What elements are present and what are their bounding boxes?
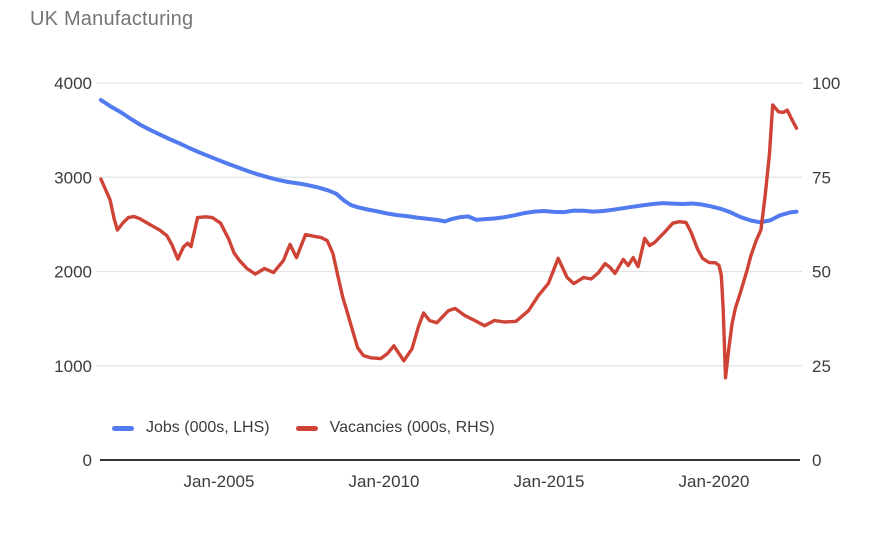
legend-label-vacancies: Vacancies (000s, RHS) (329, 419, 495, 436)
vacancies-line (99, 103, 799, 380)
x-axis-tick-label: Jan-2005 (184, 472, 255, 491)
x-axis-tick-label: Jan-2015 (514, 472, 585, 491)
y-axis-left-tick-label: 0 (83, 451, 92, 470)
y-axis-right-tick-label: 50 (812, 263, 831, 282)
y-axis-right-tick-label: 0 (812, 451, 821, 470)
legend-item-jobs: Jobs (000s, LHS) (112, 419, 270, 437)
jobs-line-swatch-icon (112, 425, 134, 431)
y-axis-right-tick-label: 100 (812, 74, 840, 93)
legend-item-vacancies: Vacancies (000s, RHS) (295, 419, 495, 437)
y-axis-left-tick-label: 2000 (54, 263, 92, 282)
y-axis-right-tick-label: 25 (812, 357, 831, 376)
legend-label-jobs: Jobs (000s, LHS) (146, 419, 270, 436)
y-axis-left-tick-label: 1000 (54, 357, 92, 376)
y-axis-left-tick-label: 3000 (54, 168, 92, 187)
vacancies-line-swatch-icon (295, 425, 318, 431)
y-axis-left-tick-label: 4000 (54, 74, 92, 93)
x-axis-tick-label: Jan-2010 (349, 472, 420, 491)
jobs-line (98, 98, 799, 225)
x-axis-tick-label: Jan-2020 (679, 472, 750, 491)
chart-title: UK Manufacturing (30, 8, 194, 30)
legend: Jobs (000s, LHS) Vacancies (000s, RHS) (112, 418, 495, 438)
y-axis-right-tick-label: 75 (812, 168, 831, 187)
